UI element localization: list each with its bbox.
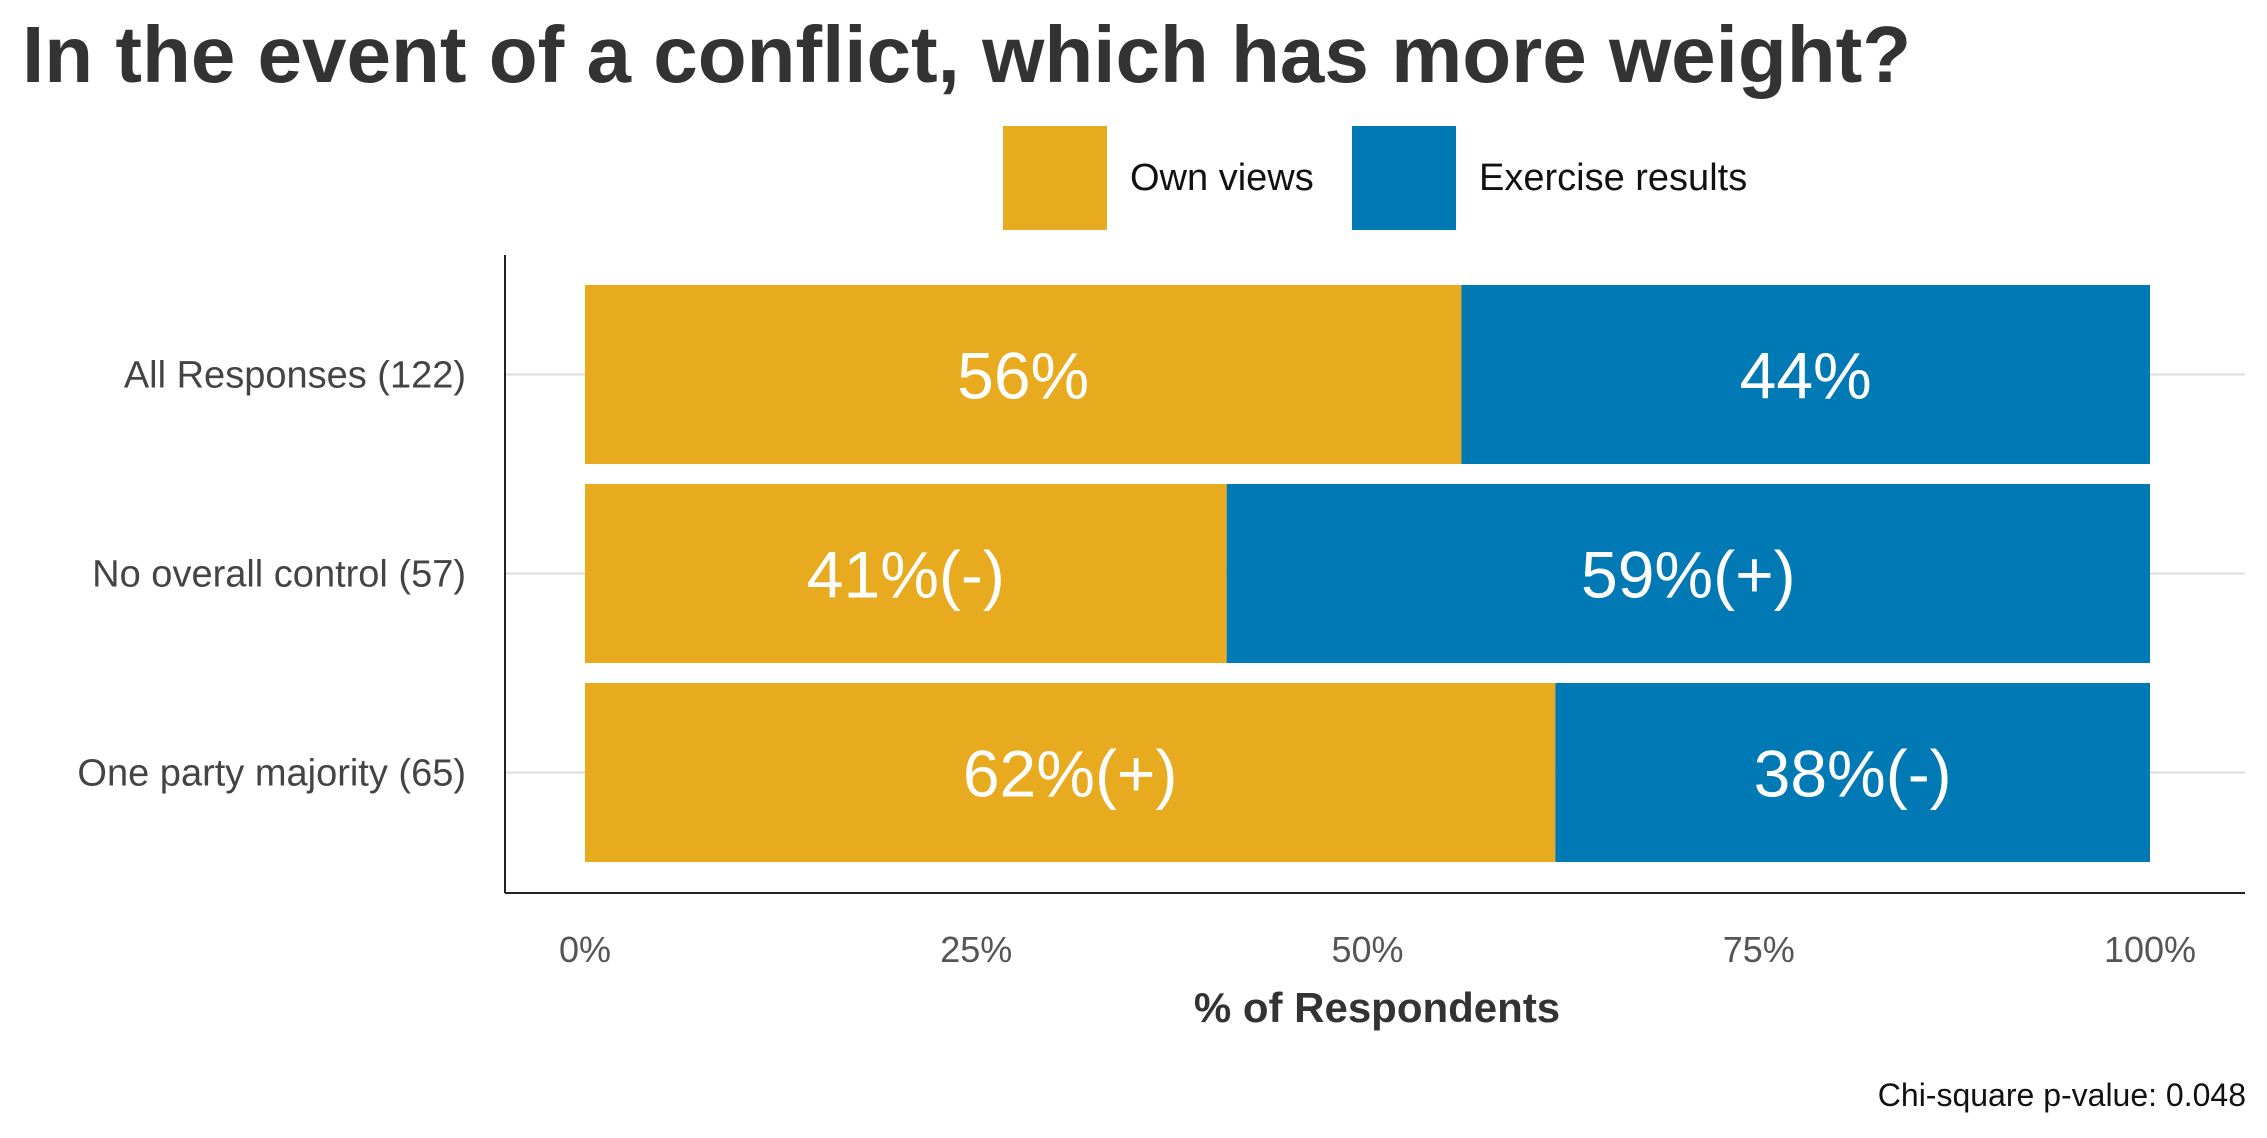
x-tick-label-3: 75% [1723,929,1795,970]
category-label-1: No overall control (57) [92,554,466,596]
data-label-1-1: 59%(+) [1581,538,1796,612]
legend-label-1: Exercise results [1479,157,1747,199]
axes [504,255,2245,894]
bars: 56% 44% 41%(-) 59%(+) 62%(+) 38%(-) [585,285,2150,862]
data-label-0-0: 56% [957,339,1089,413]
category-label-2: One party majority (65) [77,753,466,795]
legend-swatch-0 [1003,126,1107,230]
data-label-2-1: 38%(-) [1754,737,1952,811]
x-axis-ticks: 0% 25% 50% 75% 100% [559,929,2196,970]
data-label-1-0: 41%(-) [807,538,1005,612]
category-label-0: All Responses (122) [124,355,466,397]
x-tick-label-0: 0% [559,929,611,970]
legend: Own views Exercise results [1003,126,1747,230]
data-label-0-1: 44% [1740,339,1872,413]
chi-square-annotation: Chi-square p-value: 0.048 [1878,1077,2246,1113]
legend-label-0: Own views [1130,157,1314,199]
legend-swatch-1 [1352,126,1456,230]
x-tick-label-2: 50% [1331,929,1403,970]
x-tick-label-4: 100% [2104,929,2196,970]
bar-2-0 [585,683,1556,862]
data-label-2-0: 62%(+) [963,737,1178,811]
y-axis-labels: All Responses (122) No overall control (5… [77,355,466,795]
chart-title: In the event of a conflict, which has mo… [22,10,1911,99]
bar-1-0 [585,484,1227,663]
bar-0-1 [1461,285,2150,464]
bar-0-0 [585,285,1462,464]
bar-1-1 [1226,484,2150,663]
bar-2-1 [1555,683,2150,862]
x-axis-title: % of Respondents [1194,984,1560,1031]
x-tick-label-1: 25% [940,929,1012,970]
